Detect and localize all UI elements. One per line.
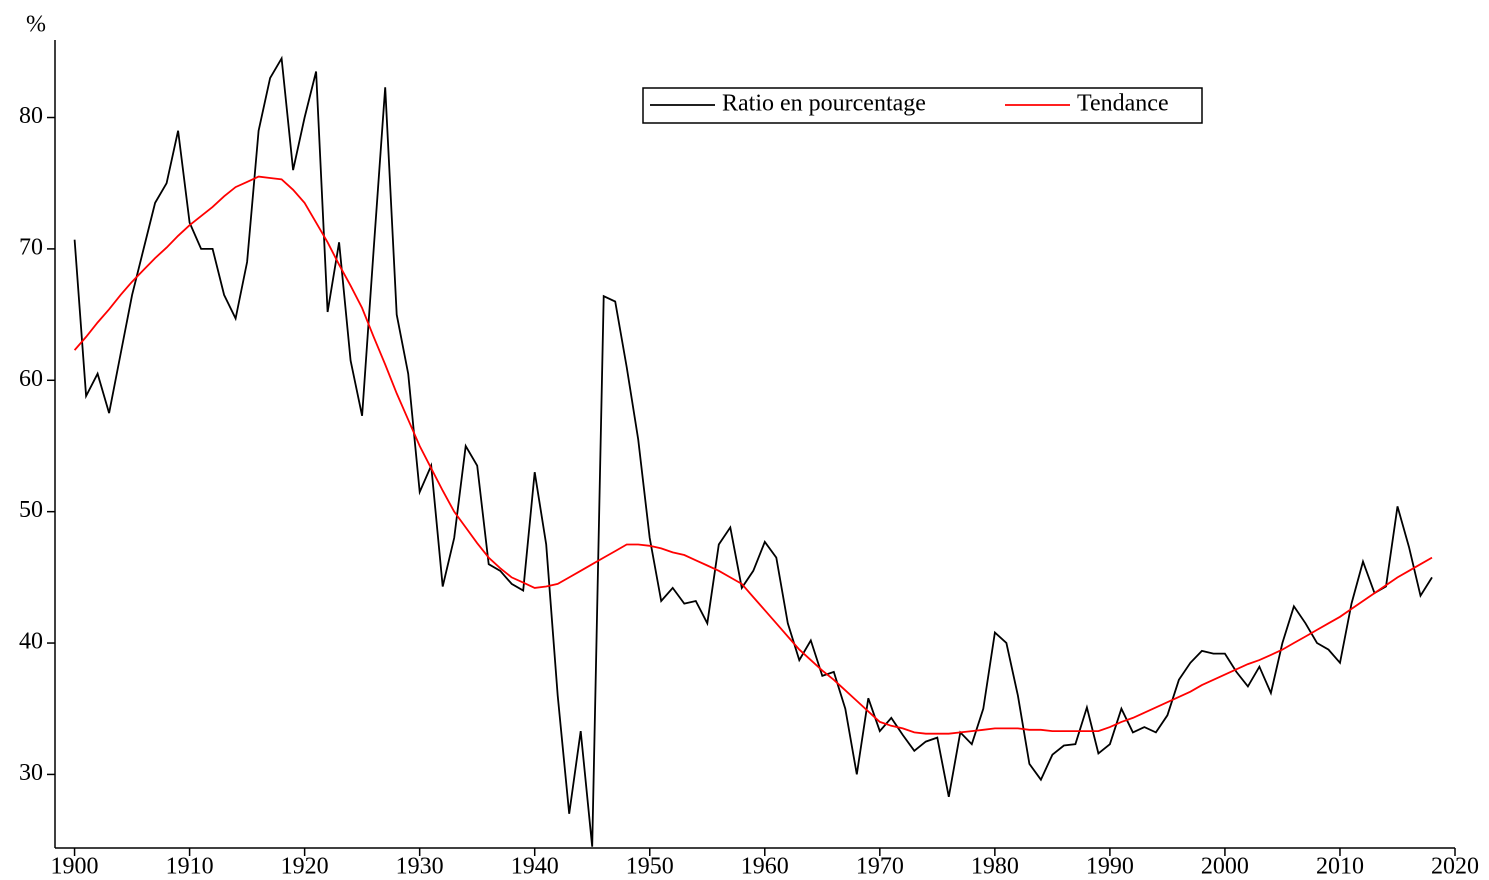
y-axis-label: %	[26, 12, 46, 38]
x-tick-label: 1910	[166, 854, 214, 880]
data-line	[73, 55, 1433, 847]
x-tick-label: 2020	[1431, 854, 1479, 880]
x-tick-label: 1950	[626, 854, 674, 880]
y-tick-label: 80	[19, 103, 43, 129]
y-tick-label: 50	[19, 497, 43, 523]
x-tick-label: 1930	[396, 854, 444, 880]
x-tick-label: 1940	[511, 854, 559, 880]
x-tick-label: 1960	[741, 854, 789, 880]
x-tick-label: 2010	[1316, 854, 1364, 880]
legend-label: Ratio en pourcentage	[722, 91, 926, 117]
x-tick-label: 1900	[51, 854, 99, 880]
y-tick-label: 60	[19, 366, 43, 392]
legend-box	[642, 87, 1203, 124]
data-line	[73, 175, 1433, 735]
y-tick-label: 30	[19, 760, 43, 786]
x-tick-label: 1920	[281, 854, 329, 880]
x-tick-label: 1970	[856, 854, 904, 880]
legend-label: Tendance	[1077, 91, 1169, 117]
x-tick-label: 1980	[971, 854, 1019, 880]
y-tick-label: 40	[19, 629, 43, 655]
x-tick-label: 2000	[1201, 854, 1249, 880]
x-tick-label: 1990	[1086, 854, 1134, 880]
y-tick-label: 70	[19, 234, 43, 260]
